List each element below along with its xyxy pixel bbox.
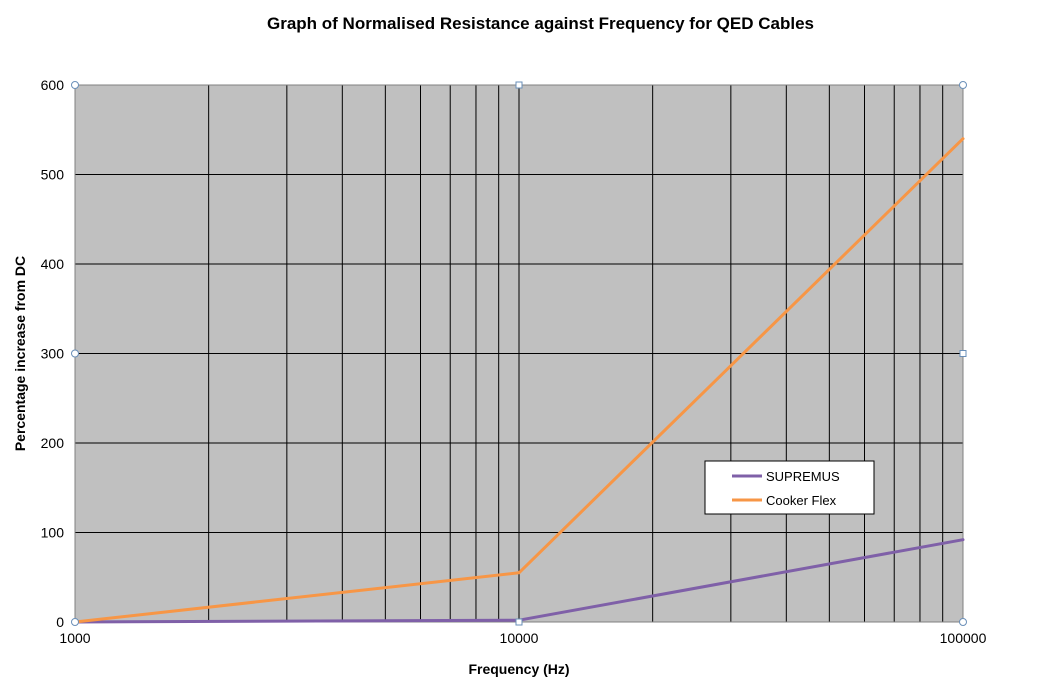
legend-label-cooker-flex: Cooker Flex	[766, 493, 837, 508]
tick-labels: 0 100 200 300 400 500 600 1000 10000 100000	[41, 77, 987, 646]
y-tick-label: 600	[41, 77, 65, 93]
y-axis-title: Percentage increase from DC	[12, 256, 28, 451]
resize-handle[interactable]	[959, 350, 967, 357]
y-tick-label: 500	[41, 167, 65, 183]
y-tick-label: 300	[41, 346, 65, 362]
y-tick-label: 100	[41, 525, 65, 541]
legend-box	[704, 460, 875, 515]
legend-label-supremus: SUPREMUS	[766, 469, 840, 484]
series-line-cooker-flex	[73, 137, 965, 624]
resize-handle[interactable]	[71, 349, 79, 358]
gridlines	[75, 85, 963, 622]
x-tick-label: 10000	[500, 630, 539, 646]
y-tick-label: 200	[41, 435, 65, 451]
selection-handles[interactable]	[71, 81, 967, 626]
x-tick-label: 1000	[59, 630, 90, 646]
y-tick-label: 0	[56, 614, 64, 630]
x-axis-title: Frequency (Hz)	[468, 661, 569, 677]
resize-handle[interactable]	[71, 81, 79, 89]
resize-handle[interactable]	[515, 81, 523, 89]
resize-handle[interactable]	[71, 618, 79, 626]
y-tick-label: 400	[41, 256, 65, 272]
x-tick-label: 100000	[940, 630, 987, 646]
resize-handle[interactable]	[959, 81, 967, 89]
resize-handle[interactable]	[959, 618, 967, 626]
legend: SUPREMUS Cooker Flex	[704, 460, 875, 515]
chart-title: Graph of Normalised Resistance against F…	[267, 14, 814, 33]
resize-handle[interactable]	[515, 618, 523, 626]
